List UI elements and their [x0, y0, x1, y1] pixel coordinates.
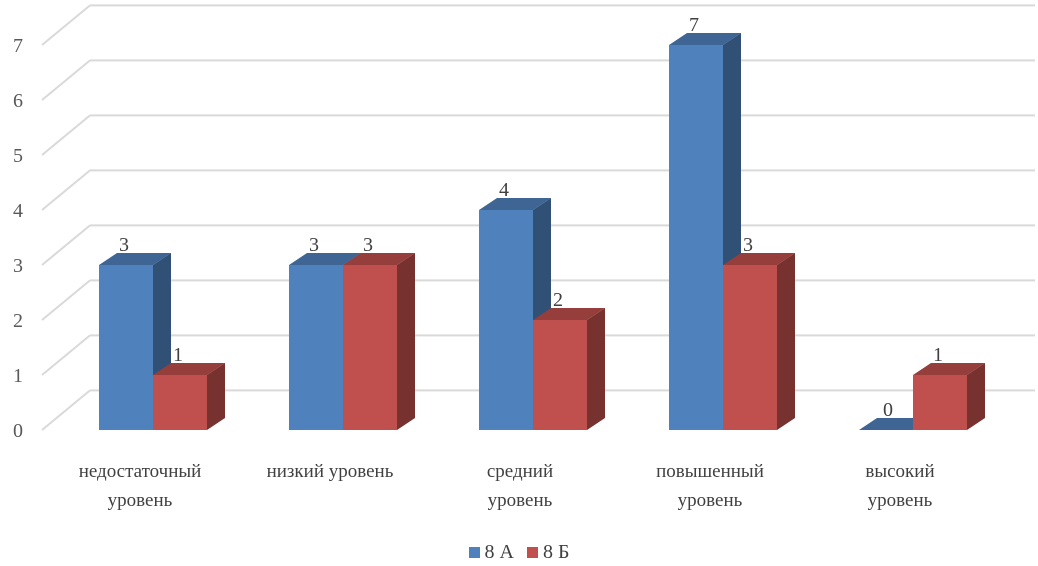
- gridlines: [41, 4, 1035, 431]
- bar-series-2-0: [153, 363, 225, 430]
- legend: 8 А 8 Б: [0, 541, 1038, 564]
- x-category-label: высокий уровень: [865, 461, 934, 511]
- x-category-label: повышенный уровень: [656, 461, 764, 511]
- gridline-diagonal: [41, 334, 91, 376]
- y-axis-ticks: 0 1 2 3 4 5 6 7: [13, 35, 23, 442]
- data-labels: 3 1 3 3 4 2 7 3 0 1: [119, 14, 943, 421]
- y-tick-label: 7: [13, 35, 23, 57]
- data-label: 4: [499, 179, 509, 201]
- y-tick-label: 6: [13, 90, 23, 112]
- gridline-diagonal: [41, 169, 91, 211]
- data-label: 3: [743, 234, 753, 256]
- data-label: 1: [933, 344, 943, 366]
- gridline-diagonal: [41, 114, 91, 156]
- legend-swatch-series-2: [526, 547, 538, 558]
- y-tick-label: 2: [13, 310, 23, 332]
- legend-label-series-1: 8 А: [484, 541, 514, 563]
- bar-series-2-3: [723, 253, 795, 430]
- gridline-diagonal: [41, 4, 91, 46]
- bars: [99, 33, 985, 430]
- legend-item-series-1: 8 А: [468, 541, 514, 564]
- x-axis-categories: недостаточный уровень низкий уровень средни…: [79, 461, 935, 511]
- gridline-diagonal: [41, 279, 91, 321]
- y-tick-label: 3: [13, 255, 23, 277]
- x-category-label: недостаточный уровень: [79, 461, 202, 511]
- y-tick-label: 0: [13, 420, 23, 442]
- data-label: 2: [553, 289, 563, 311]
- y-tick-label: 5: [13, 145, 23, 167]
- bar-series-2-2: [533, 308, 605, 430]
- bar-series-2-1: [343, 253, 415, 430]
- data-label: 3: [363, 234, 373, 256]
- bar-series-2-4: [913, 363, 985, 430]
- data-label: 7: [689, 14, 699, 36]
- gridline-diagonal: [41, 59, 91, 101]
- bar-series-1-3: [669, 33, 741, 430]
- data-label: 1: [173, 344, 183, 366]
- legend-item-series-2: 8 Б: [526, 541, 570, 564]
- data-label: 0: [883, 399, 893, 421]
- gridline-diagonal: [41, 389, 91, 431]
- bar-chart: 0 1 2 3 4 5 6 7 3 1 3 3 4 2 7 3 0 1 недостаточный уровень…: [13, 4, 1035, 511]
- y-tick-label: 4: [13, 200, 23, 222]
- x-category-label: средний уровень: [487, 461, 553, 511]
- x-category-label: низкий уровень: [267, 461, 394, 482]
- y-tick-label: 1: [13, 365, 23, 387]
- data-label: 3: [309, 234, 319, 256]
- gridline-diagonal: [41, 224, 91, 266]
- legend-swatch-series-1: [468, 547, 480, 558]
- legend-label-series-2: 8 Б: [542, 541, 570, 563]
- data-label: 3: [119, 234, 129, 256]
